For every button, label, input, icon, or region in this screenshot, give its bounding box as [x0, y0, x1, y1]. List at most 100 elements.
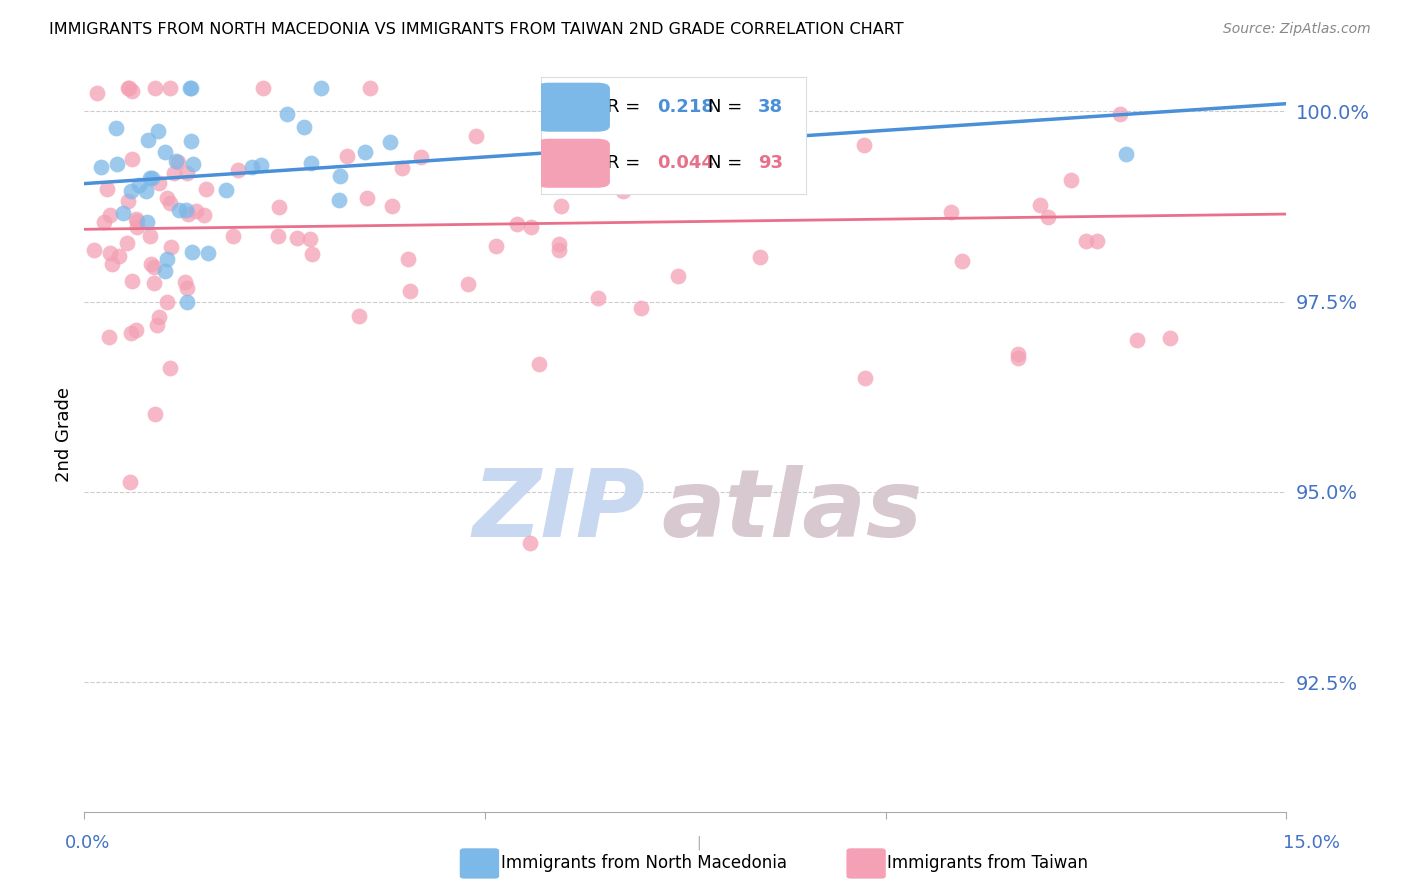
Point — [115, 235, 138, 250]
Point — [177, 207, 200, 221]
Point — [548, 236, 571, 251]
Text: 15.0%: 15.0% — [1284, 834, 1340, 852]
Point — [155, 191, 177, 205]
Point — [301, 155, 323, 169]
Point — [240, 160, 263, 174]
Point — [1126, 333, 1149, 347]
Point — [176, 166, 198, 180]
Point — [519, 536, 541, 550]
Point — [1115, 147, 1137, 161]
Point — [588, 291, 610, 305]
Point — [139, 256, 162, 270]
Point — [520, 219, 543, 234]
Point — [135, 215, 157, 229]
Point — [162, 166, 184, 180]
Point — [179, 81, 201, 95]
Point — [359, 81, 381, 95]
Text: ZIP: ZIP — [472, 465, 645, 557]
Point — [96, 182, 118, 196]
Point — [550, 199, 572, 213]
Point — [527, 357, 550, 371]
Text: Immigrants from North Macedonia: Immigrants from North Macedonia — [501, 855, 786, 872]
Point — [356, 191, 378, 205]
Point — [156, 294, 179, 309]
Point — [852, 137, 875, 152]
Text: IMMIGRANTS FROM NORTH MACEDONIA VS IMMIGRANTS FROM TAIWAN 2ND GRADE CORRELATION : IMMIGRANTS FROM NORTH MACEDONIA VS IMMIG… — [49, 22, 904, 37]
Point — [506, 218, 529, 232]
Text: atlas: atlas — [661, 465, 922, 557]
Point — [121, 274, 143, 288]
Point — [121, 152, 143, 166]
Point — [86, 86, 108, 100]
Point — [180, 81, 202, 95]
Point — [381, 199, 404, 213]
Point — [98, 208, 121, 222]
Point — [159, 360, 181, 375]
Point — [146, 318, 169, 333]
Point — [249, 158, 271, 172]
Point — [135, 184, 157, 198]
Point — [666, 269, 689, 284]
Point — [311, 81, 333, 95]
Point — [1076, 234, 1098, 248]
Point — [1007, 351, 1029, 365]
Point — [176, 281, 198, 295]
Point — [853, 371, 876, 385]
Point — [755, 159, 778, 173]
Point — [180, 245, 202, 260]
Point — [950, 254, 973, 268]
Point — [93, 215, 115, 229]
Text: Immigrants from Taiwan: Immigrants from Taiwan — [887, 855, 1088, 872]
Point — [167, 155, 190, 169]
Point — [117, 81, 139, 95]
Point — [120, 326, 142, 340]
Point — [1007, 346, 1029, 360]
Point — [148, 310, 170, 325]
Point — [153, 145, 176, 159]
Point — [139, 170, 162, 185]
Point — [411, 150, 433, 164]
Point — [165, 153, 187, 168]
Point — [939, 204, 962, 219]
Point — [139, 228, 162, 243]
Point — [117, 81, 139, 95]
Point — [148, 176, 170, 190]
Point — [156, 252, 179, 266]
Point — [215, 183, 238, 197]
Point — [267, 229, 290, 244]
Point — [354, 145, 377, 159]
Point — [98, 245, 121, 260]
Point — [749, 250, 772, 264]
Point — [181, 157, 204, 171]
Point — [141, 171, 163, 186]
Point — [153, 264, 176, 278]
Point — [112, 206, 135, 220]
Point — [125, 219, 148, 234]
Point — [143, 260, 166, 275]
Point — [174, 275, 197, 289]
Point — [276, 106, 298, 120]
Point — [222, 229, 245, 244]
Point — [762, 119, 785, 133]
Point — [457, 277, 479, 291]
Point — [120, 184, 142, 198]
Point — [120, 475, 142, 489]
Point — [176, 295, 198, 310]
Point — [465, 128, 488, 143]
Point — [329, 169, 352, 183]
Point — [226, 163, 249, 178]
Point — [105, 157, 128, 171]
Point — [336, 149, 359, 163]
Point — [186, 204, 208, 219]
Point — [380, 135, 402, 149]
Point — [1109, 107, 1132, 121]
Point — [391, 161, 413, 175]
Point — [193, 207, 215, 221]
Point — [347, 310, 370, 324]
Point — [143, 276, 166, 290]
Point — [100, 257, 122, 271]
Point — [167, 203, 190, 218]
Point — [180, 135, 202, 149]
Point — [143, 81, 166, 95]
Point — [1159, 331, 1181, 345]
